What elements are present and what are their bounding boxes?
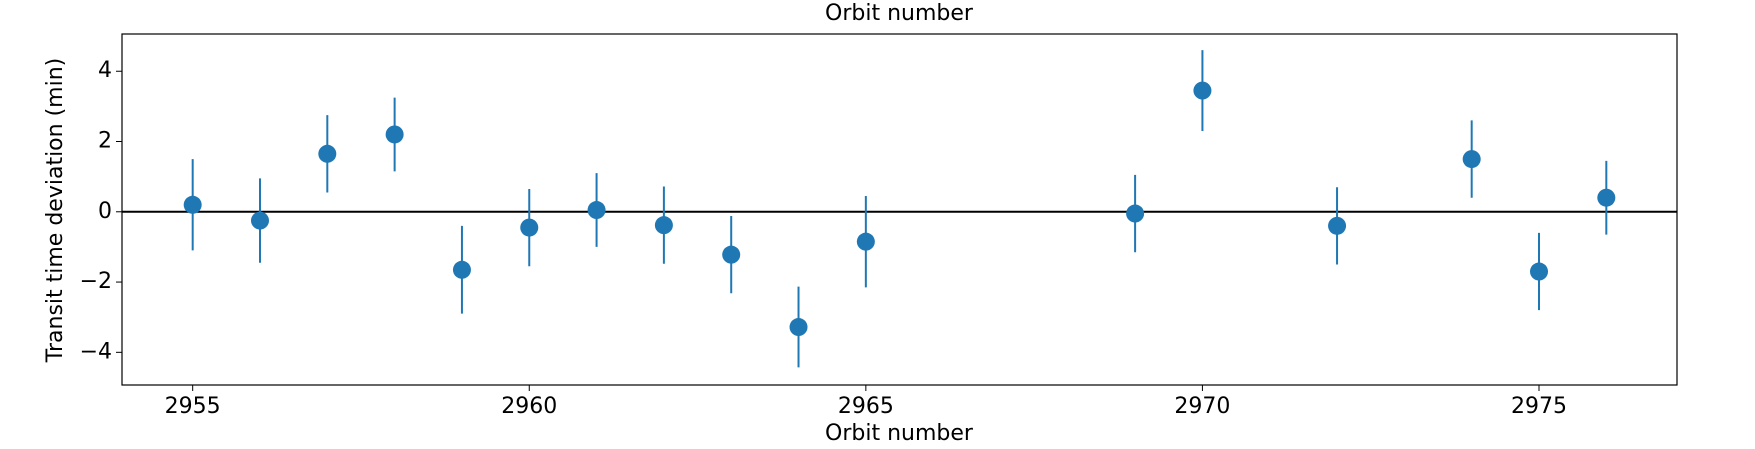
data-point: [520, 218, 539, 237]
x-tick-label: 2965: [838, 394, 894, 419]
x-tick-label: 2955: [165, 394, 221, 419]
data-point: [856, 232, 875, 251]
data-point: [1126, 204, 1145, 223]
plot-frame: [121, 33, 1678, 386]
y-tick-label: −4: [80, 339, 112, 364]
data-point: [1462, 150, 1481, 169]
data-point: [1193, 81, 1212, 100]
y-tick-label: −2: [80, 269, 112, 294]
data-point: [654, 216, 673, 235]
data-point: [1597, 188, 1616, 207]
data-point: [250, 211, 269, 230]
data-point: [1328, 216, 1347, 235]
x-tick-label: 2975: [1511, 394, 1567, 419]
data-point: [183, 195, 202, 214]
data-point: [1530, 262, 1549, 281]
data-point: [722, 245, 741, 264]
data-point: [789, 318, 808, 337]
x-tick-label: 2960: [501, 394, 557, 419]
data-point: [318, 144, 337, 163]
chart-title: Orbit number: [825, 1, 974, 26]
y-tick-label: 0: [98, 199, 112, 224]
data-point: [385, 125, 404, 144]
x-tick-label: 2970: [1174, 394, 1230, 419]
data-point: [452, 260, 471, 279]
y-axis-label: Transit time deviation (min): [43, 58, 68, 363]
y-tick-label: 2: [98, 129, 112, 154]
data-point: [587, 201, 606, 220]
y-tick-label: 4: [98, 58, 112, 83]
x-axis-label: Orbit number: [825, 421, 974, 446]
